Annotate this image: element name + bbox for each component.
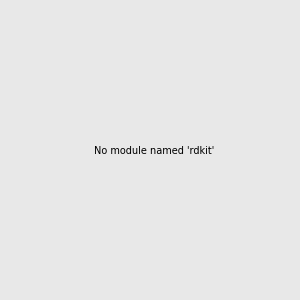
Text: No module named 'rdkit': No module named 'rdkit' xyxy=(94,146,214,157)
